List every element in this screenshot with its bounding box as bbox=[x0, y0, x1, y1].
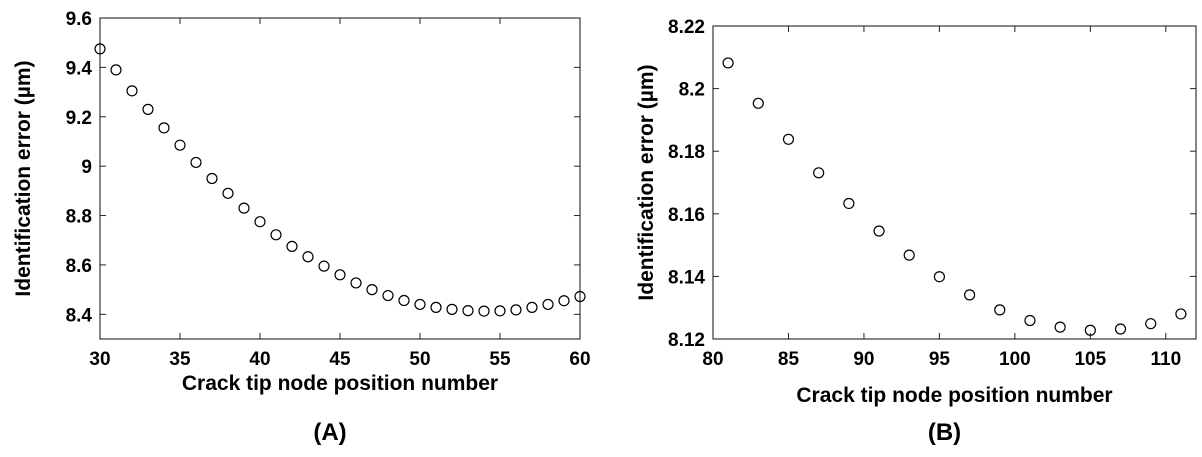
panel-label: (B) bbox=[928, 419, 961, 446]
data-point bbox=[174, 139, 186, 151]
plot-frame bbox=[99, 17, 581, 340]
data-point bbox=[1145, 318, 1157, 330]
data-point bbox=[963, 289, 976, 301]
data-point bbox=[843, 197, 855, 210]
data-point bbox=[574, 290, 586, 303]
data-point bbox=[94, 43, 106, 55]
data-point bbox=[722, 57, 734, 69]
data-point bbox=[813, 167, 825, 179]
x-tick-label: 40 bbox=[249, 349, 270, 370]
y-tick-label: 8.8 bbox=[66, 207, 92, 228]
data-point bbox=[478, 305, 490, 317]
data-point bbox=[158, 122, 170, 134]
y-tick-label: 9 bbox=[81, 157, 92, 178]
data-point bbox=[286, 240, 298, 253]
data-point bbox=[462, 305, 474, 317]
x-tick-label: 45 bbox=[329, 349, 351, 370]
data-point bbox=[542, 298, 554, 311]
data-point bbox=[238, 202, 250, 214]
data-point bbox=[302, 251, 314, 263]
x-tick-label: 50 bbox=[409, 349, 430, 370]
data-point bbox=[142, 103, 154, 115]
data-point bbox=[873, 225, 885, 237]
data-point bbox=[318, 260, 330, 272]
y-tick-label: 9.6 bbox=[66, 9, 92, 30]
data-point bbox=[430, 301, 442, 313]
data-point bbox=[1175, 308, 1187, 320]
data-point bbox=[1114, 323, 1127, 335]
y-tick-label: 8.4 bbox=[66, 305, 93, 326]
data-point bbox=[206, 172, 218, 185]
data-point bbox=[254, 216, 266, 228]
x-tick-label: 110 bbox=[1150, 349, 1181, 370]
data-point bbox=[933, 271, 946, 283]
data-point bbox=[752, 97, 764, 109]
y-tick-label: 8.14 bbox=[668, 267, 705, 288]
data-point bbox=[398, 294, 410, 307]
x-axis-label: Crack tip node position number bbox=[796, 384, 1112, 407]
data-point bbox=[222, 187, 234, 199]
data-point bbox=[782, 133, 795, 145]
panel-a: 30 35 40 45 50 55 60 8.4 8.6 8.8 9 9.2 9.4 9.6 Crack t… bbox=[12, 9, 591, 446]
x-tick-label: 30 bbox=[89, 349, 110, 370]
data-point bbox=[1024, 314, 1036, 327]
y-tick-label: 8.2 bbox=[679, 80, 705, 101]
data-point bbox=[446, 303, 458, 315]
x-tick-label: 100 bbox=[999, 349, 1031, 370]
x-tick-label: 85 bbox=[778, 349, 800, 370]
y-tick-label: 8.18 bbox=[668, 142, 705, 163]
x-tick-label: 90 bbox=[853, 349, 874, 370]
x-axis-label: Crack tip node position number bbox=[182, 372, 498, 395]
panel-b: 80 85 90 95 100 105 110 8.12 8.14 8.16 8.18 8.2 8.22… bbox=[635, 17, 1197, 446]
x-tick-label: 35 bbox=[169, 349, 191, 370]
data-point bbox=[558, 295, 570, 307]
data-point bbox=[414, 298, 426, 311]
plot-frame bbox=[712, 25, 1197, 340]
y-axis-label: Identification error (µm) bbox=[635, 64, 658, 300]
x-tick-label: 95 bbox=[929, 349, 951, 370]
data-point bbox=[994, 304, 1006, 316]
y-tick-label: 8.6 bbox=[66, 256, 92, 277]
data-point bbox=[510, 304, 522, 316]
data-point bbox=[366, 284, 378, 296]
data-point bbox=[382, 289, 394, 302]
data-point bbox=[526, 301, 538, 313]
y-tick-label: 8.16 bbox=[668, 205, 705, 226]
data-point bbox=[334, 269, 346, 281]
data-point bbox=[494, 305, 506, 317]
y-tick-label: 9.2 bbox=[66, 108, 92, 129]
y-tick-label: 9.4 bbox=[66, 58, 93, 79]
x-tick-label: 80 bbox=[702, 349, 723, 370]
panel-label: (A) bbox=[313, 419, 346, 446]
data-point bbox=[110, 64, 122, 76]
x-tick-label: 105 bbox=[1074, 349, 1106, 370]
data-point bbox=[126, 85, 138, 97]
x-tick-label: 60 bbox=[569, 349, 590, 370]
data-point bbox=[903, 249, 915, 261]
data-point bbox=[1054, 321, 1066, 333]
data-point bbox=[270, 229, 282, 241]
y-tick-label: 8.22 bbox=[668, 17, 705, 38]
data-point bbox=[1084, 324, 1096, 336]
data-point bbox=[350, 277, 362, 289]
y-axis-label: Identification error (µm) bbox=[12, 60, 35, 296]
y-tick-label: 8.12 bbox=[668, 330, 705, 351]
x-tick-label: 55 bbox=[489, 349, 511, 370]
data-point bbox=[190, 156, 202, 169]
